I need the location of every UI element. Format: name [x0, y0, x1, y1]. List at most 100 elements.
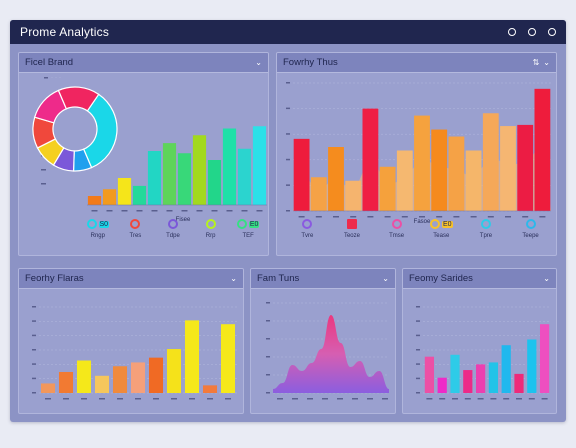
bar — [345, 180, 362, 211]
y-tick-mark — [416, 334, 420, 337]
y-tick-mark — [286, 158, 290, 161]
panel-menu: ⇅ ⌄ — [533, 58, 550, 67]
legend-item[interactable]: E0 TEF — [233, 217, 263, 239]
bar — [117, 178, 132, 205]
y-tick-mark — [286, 82, 290, 84]
lime-circle-icon — [205, 219, 216, 229]
bar — [207, 160, 222, 205]
legend-marker: S0 — [86, 217, 110, 231]
x-tick-mark — [541, 398, 548, 400]
y-tick-mark — [32, 306, 36, 308]
bar — [184, 320, 200, 393]
panel-trends: Fowrhy Thus ⇅ ⌄ Fasoe Tvre Teoze Tmse E0 Tea… — [276, 52, 557, 256]
legend-item[interactable]: E0 Tease — [426, 217, 456, 239]
bar — [94, 375, 110, 393]
bar — [40, 383, 56, 393]
bar — [162, 143, 177, 205]
chevron-down-icon[interactable]: ⌄ — [255, 58, 262, 67]
panel-header: Feomy Sarides ⌄ — [403, 269, 556, 289]
orange-tag-icon — [430, 219, 441, 229]
x-tick-mark — [436, 216, 443, 218]
x-axis-label: Fisee — [176, 217, 191, 223]
close-icon[interactable] — [548, 28, 556, 36]
x-tick-mark — [91, 210, 98, 212]
x-tick-mark — [136, 210, 143, 212]
bar — [310, 177, 327, 211]
x-tick-mark — [487, 216, 494, 218]
x-tick-mark — [171, 398, 177, 400]
legend: S0 Rngp Tres Tdpe Rrp E0 TEF — [79, 217, 267, 239]
panel-header: Feorhy Flaras ⌄ — [19, 269, 243, 289]
legend-item[interactable]: Tpre — [471, 217, 501, 239]
sort-icon[interactable]: ⇅ — [532, 58, 540, 67]
x-tick-mark — [207, 398, 213, 400]
legend-item[interactable]: Tdpe — [158, 217, 188, 239]
x-tick-mark — [292, 398, 298, 400]
y-tick-mark — [266, 320, 270, 322]
minimize-icon[interactable] — [528, 28, 536, 36]
legend-item[interactable]: Tmse — [382, 217, 412, 239]
panel-turns: Fam Tuns ⌄ — [250, 268, 396, 414]
chevron-down-icon[interactable]: ⌄ — [382, 274, 389, 283]
legend-item[interactable]: Tres — [120, 217, 150, 239]
bar — [166, 349, 182, 393]
y-tick-mark — [32, 392, 36, 394]
pen-icon — [167, 219, 178, 229]
x-tick-mark — [352, 398, 358, 400]
x-tick-mark — [135, 398, 141, 400]
x-tick-mark — [181, 210, 188, 212]
bar — [252, 126, 267, 205]
y-tick-mark — [286, 210, 290, 212]
bar — [222, 128, 237, 205]
x-tick-mark — [99, 398, 105, 400]
bar — [539, 324, 550, 393]
legend-marker — [346, 217, 357, 231]
legend-marker — [391, 217, 402, 231]
legend-label: Teoze — [343, 233, 360, 239]
panel-flares: Feorhy Flaras ⌄ — [18, 268, 244, 414]
legend-item[interactable]: S0 Rngp — [83, 217, 113, 239]
bar — [130, 362, 146, 393]
bar — [328, 147, 344, 211]
x-tick-mark — [256, 210, 263, 212]
x-tick-mark — [367, 216, 374, 218]
legend-label: Rrp — [205, 233, 216, 239]
y-tick-mark — [416, 306, 420, 308]
area-shape — [273, 315, 389, 393]
bar — [424, 356, 435, 393]
panel-header: Fam Tuns ⌄ — [251, 269, 395, 289]
legend-item[interactable]: Teoze — [337, 217, 367, 239]
x-tick-mark — [477, 398, 484, 400]
y-tick-mark — [416, 349, 420, 351]
fish-icon — [525, 219, 536, 229]
bar — [534, 88, 551, 211]
chevron-down-icon[interactable]: ⌄ — [543, 58, 550, 67]
red-square-icon — [346, 219, 357, 229]
chevron-down-icon[interactable]: ⌄ — [543, 274, 550, 283]
legend-label: TEF — [242, 233, 254, 239]
x-tick-mark — [528, 398, 535, 400]
bar — [450, 354, 460, 393]
y-tick-mark — [266, 356, 270, 358]
window-controls — [508, 28, 556, 36]
legend-item[interactable]: Teepe — [516, 217, 546, 239]
x-tick-mark — [63, 398, 69, 400]
x-tick-mark — [470, 216, 477, 218]
donut-chart — [32, 77, 118, 185]
x-tick-mark — [419, 216, 425, 218]
legend-tag: E0 — [248, 220, 260, 228]
legend-label: Rngp — [90, 233, 105, 239]
legend-item[interactable]: Tvre — [292, 217, 322, 239]
bar — [527, 339, 537, 393]
y-tick-mark — [32, 377, 36, 380]
chevron-down-icon[interactable]: ⌄ — [230, 274, 237, 283]
x-tick-mark — [117, 398, 123, 400]
y-tick-mark — [416, 392, 420, 394]
y-tick-mark — [41, 169, 46, 171]
bar — [414, 115, 430, 211]
legend-item[interactable]: Rrp — [196, 217, 226, 239]
x-tick-mark — [426, 398, 433, 400]
green-tag-icon — [236, 219, 247, 229]
panel-series: Feomy Sarides ⌄ — [402, 268, 557, 414]
settings-icon[interactable] — [508, 28, 516, 36]
